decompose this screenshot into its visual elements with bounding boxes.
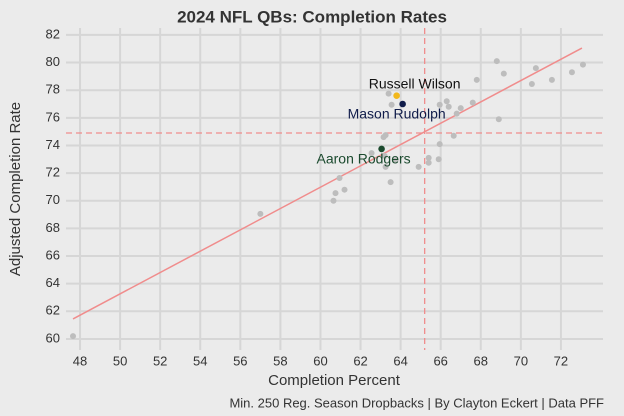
x-tick-label: 60 — [313, 353, 327, 368]
point-label: Aaron Rodgers — [317, 151, 411, 167]
x-tick-label: 54 — [193, 353, 207, 368]
x-tick-label: 50 — [113, 353, 127, 368]
x-tick-label: 70 — [514, 353, 528, 368]
point — [469, 99, 476, 106]
x-tick-label: 64 — [393, 353, 407, 368]
y-tick-label: 64 — [46, 275, 60, 290]
point — [332, 190, 339, 197]
point — [341, 186, 348, 193]
point — [548, 76, 555, 83]
point — [392, 156, 399, 163]
point-label: Russell Wilson — [369, 75, 461, 91]
point — [435, 156, 442, 163]
point — [436, 141, 443, 148]
x-tick-label: 68 — [474, 353, 488, 368]
point — [450, 132, 457, 139]
highlight-point — [393, 92, 400, 100]
point — [382, 163, 389, 170]
point — [473, 76, 480, 83]
x-axis-label: Completion Percent — [268, 372, 401, 389]
highlight-point — [399, 100, 406, 108]
point — [457, 105, 464, 112]
y-tick-label: 70 — [46, 192, 60, 207]
y-tick-label: 66 — [46, 247, 60, 262]
y-tick-label: 74 — [46, 137, 60, 152]
y-tick-label: 82 — [46, 26, 60, 41]
plot-area — [66, 28, 603, 350]
point — [425, 159, 432, 166]
highlight-point — [378, 145, 385, 153]
x-tick-label: 56 — [233, 353, 247, 368]
caption: Min. 250 Reg. Season Dropbacks | By Clay… — [229, 395, 604, 410]
y-axis-label: Adjusted Completion Rate — [7, 102, 24, 276]
y-tick-label: 76 — [46, 109, 60, 124]
y-tick-label: 68 — [46, 220, 60, 235]
point — [385, 90, 392, 97]
point — [436, 101, 443, 108]
trend-line — [72, 47, 583, 320]
point — [493, 58, 500, 65]
x-tick-label: 72 — [554, 353, 568, 368]
point — [568, 69, 575, 76]
point — [425, 154, 432, 161]
point — [495, 116, 502, 123]
point — [368, 150, 375, 157]
y-tick-label: 72 — [46, 165, 60, 180]
point — [382, 132, 389, 139]
point — [500, 70, 507, 77]
point — [257, 210, 264, 217]
point — [443, 98, 450, 105]
x-tick-label: 52 — [153, 353, 167, 368]
point — [336, 174, 343, 181]
point — [70, 333, 77, 340]
y-tick-label: 78 — [46, 82, 60, 97]
y-tick-label: 62 — [46, 303, 60, 318]
x-tick-label: 62 — [353, 353, 367, 368]
point-label: Mason Rudolph — [348, 106, 446, 122]
chart-title: 2024 NFL QBs: Completion Rates — [177, 7, 447, 26]
y-tick-label: 60 — [46, 330, 60, 345]
point — [388, 101, 395, 108]
point — [330, 197, 337, 204]
point — [579, 61, 586, 68]
point — [415, 163, 422, 170]
x-tick-label: 58 — [273, 353, 287, 368]
y-tick-label: 80 — [46, 54, 60, 69]
point — [387, 179, 394, 186]
point — [381, 152, 388, 159]
point — [528, 80, 535, 87]
x-tick-label: 66 — [433, 353, 447, 368]
point — [445, 103, 452, 110]
point — [453, 110, 460, 117]
point — [532, 65, 539, 72]
x-tick-label: 48 — [73, 353, 87, 368]
